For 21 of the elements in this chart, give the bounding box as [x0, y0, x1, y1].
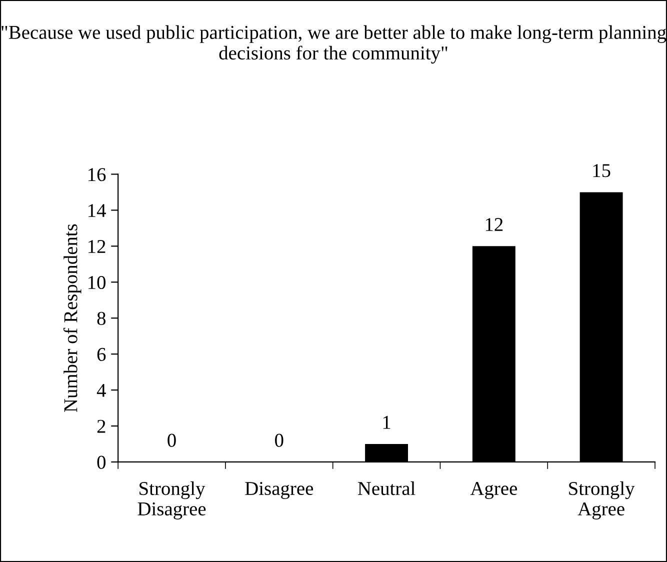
y-tick-label: 12 — [88, 240, 106, 253]
x-tick-label: Strongly Disagree — [138, 481, 206, 520]
data-label: 12 — [486, 218, 503, 231]
data-label: 15 — [593, 164, 610, 178]
y-tick-label: 6 — [97, 348, 106, 361]
x-tick-label: Agree — [470, 482, 517, 500]
data-label: 0 — [275, 434, 284, 447]
y-tick-label: 4 — [96, 384, 106, 397]
y-tick-label: 8 — [97, 312, 106, 326]
data-label: 0 — [168, 434, 176, 447]
x-tick-label: Neutral — [358, 481, 416, 496]
y-tick-label: 14 — [88, 204, 106, 217]
y-tick-label: 2 — [97, 420, 106, 433]
y-tick-label: 16 — [88, 168, 106, 182]
y-axis-title: Number of Respondents — [63, 224, 82, 412]
y-tick-label: 0 — [97, 456, 106, 469]
y-tick-label: 10 — [88, 276, 106, 290]
x-tick-label: Strongly Agree — [569, 481, 635, 520]
chart-title: "Because we used public participation, we are better able to make long-term planning decisions for the community" — [2, 25, 666, 64]
data-label: 1 — [383, 416, 390, 429]
x-tick-label: Disagree — [245, 482, 314, 500]
